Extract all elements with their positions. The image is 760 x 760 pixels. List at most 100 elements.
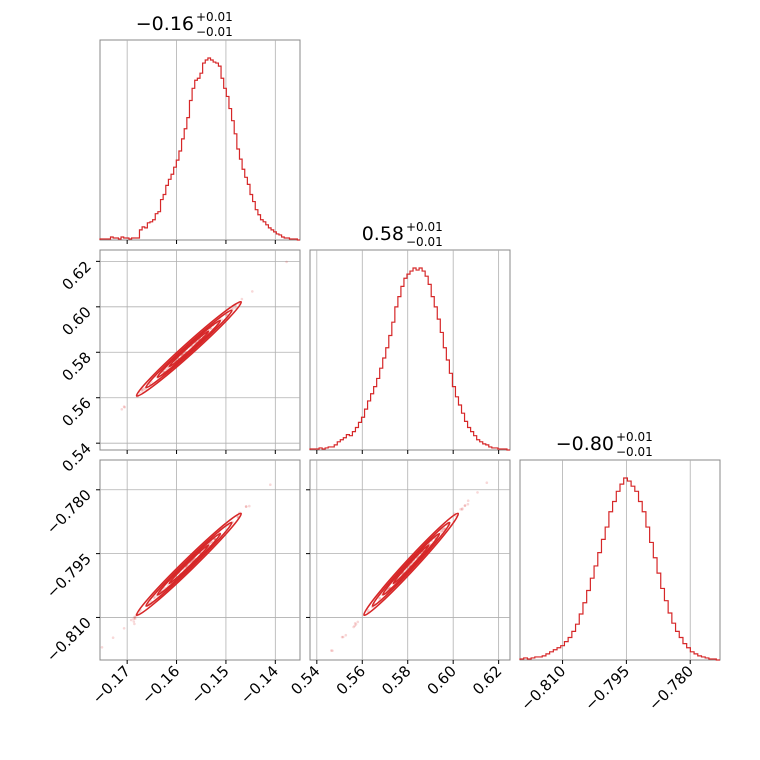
histogram-step-0: [99, 57, 300, 241]
sample-point: [344, 633, 348, 637]
sample-point: [220, 318, 224, 322]
sample-point: [285, 260, 288, 264]
contour-level-1: [371, 521, 451, 607]
sample-point: [352, 625, 355, 629]
tick-label-x-3: −0.14: [237, 662, 282, 707]
panel-title-value-2: −0.80: [556, 433, 614, 455]
sample-point: [133, 616, 137, 619]
sample-point: [123, 406, 126, 409]
sample-point: [100, 646, 104, 649]
panel-title-value-0: −0.16: [136, 13, 194, 35]
sample-point: [231, 307, 235, 310]
sample-point: [454, 514, 458, 518]
sample-point: [353, 622, 357, 625]
contour-level-0: [135, 512, 243, 617]
tick-label-y-3: 0.60: [58, 303, 94, 339]
sample-point: [466, 502, 470, 506]
tick-label-y-1: −0.795: [43, 550, 95, 602]
sample-point: [341, 635, 345, 639]
contour-level-2: [156, 319, 222, 379]
sample-point: [133, 615, 136, 619]
sample-point: [460, 508, 464, 511]
contour-level-3: [168, 544, 210, 585]
tick-label-x-0: −0.17: [89, 662, 134, 707]
tick-label-x-0: 0.54: [287, 662, 323, 698]
sample-point: [354, 623, 358, 626]
histogram-step-2: [519, 477, 720, 661]
panel-frame: [99, 249, 301, 451]
panel-title-value-1: 0.58: [362, 223, 404, 245]
sample-point: [331, 649, 334, 652]
sample-point: [240, 297, 244, 301]
contour-level-2: [156, 532, 222, 596]
sample-point: [142, 388, 145, 392]
panel-frame: [309, 249, 511, 451]
tick-label-x-2: 0.58: [378, 662, 414, 698]
panel-title-minus-0: −0.01: [196, 25, 233, 39]
sample-point: [461, 507, 464, 510]
sample-point: [439, 531, 442, 534]
tick-label-y-1: 0.56: [58, 394, 94, 430]
sample-point: [133, 622, 136, 626]
sample-point: [244, 505, 248, 508]
scatter-panel-1-0: 0.54 0.56 0.58 0.60 0.62: [58, 249, 301, 476]
hist-panel-1: [309, 249, 511, 454]
sample-point: [132, 620, 136, 623]
contour-level-2: [381, 532, 441, 596]
tick-label-x-2: −0.15: [188, 662, 233, 707]
sample-point: [234, 306, 237, 310]
sample-point: [356, 620, 360, 624]
tick-label-y-0: 0.54: [58, 439, 94, 475]
sample-point: [466, 499, 470, 503]
scatter-panel-2-0: −0.17 −0.16 −0.15 −0.14 −0.810 −0.795 −0.780: [43, 459, 301, 707]
sample-point: [236, 515, 239, 518]
hist-panel-2: −0.810 −0.795 −0.780: [517, 459, 721, 714]
sample-point: [153, 595, 157, 599]
sample-point: [485, 481, 489, 485]
tick-label-x-0: −0.810: [517, 662, 569, 714]
panel-title-plus-0: +0.01: [196, 10, 233, 24]
sample-point: [132, 617, 135, 621]
sample-point: [378, 597, 381, 600]
sample-point: [122, 627, 126, 630]
sample-point: [440, 529, 444, 533]
sample-point: [463, 504, 467, 508]
tick-label-x-1: −0.16: [138, 662, 183, 707]
sample-point: [225, 313, 228, 317]
tick-label-y-4: 0.62: [58, 257, 94, 293]
panel-frame: [99, 39, 301, 241]
sample-point: [120, 408, 124, 411]
sample-point: [459, 507, 462, 511]
panel-title-plus-1: +0.01: [406, 220, 443, 234]
scatter-panel-2-1: 0.54 0.56 0.58 0.60 0.62: [287, 459, 511, 698]
sample-point: [111, 636, 115, 639]
sample-point: [340, 635, 344, 639]
histogram-step-1: [309, 267, 510, 451]
sample-point: [442, 527, 446, 531]
sample-point: [463, 504, 467, 507]
panel-title-minus-1: −0.01: [406, 235, 443, 249]
sample-point: [236, 515, 240, 518]
tick-label-y-2: −0.780: [43, 486, 95, 538]
sample-point: [152, 596, 156, 600]
sample-point: [441, 529, 445, 532]
tick-label-x-2: −0.780: [645, 662, 697, 714]
sample-point: [129, 618, 133, 622]
sample-point: [443, 527, 447, 530]
tick-label-x-3: 0.60: [424, 662, 460, 698]
panel-frame: [519, 459, 721, 661]
panel-title-minus-2: −0.01: [616, 445, 653, 459]
hist-panel-0: [99, 39, 301, 244]
contour-level-1: [145, 521, 233, 607]
contour-level-0: [135, 300, 243, 397]
contour-level-3: [168, 330, 210, 368]
sample-point: [133, 617, 137, 620]
sample-point: [244, 505, 248, 508]
panel-frame: [99, 459, 301, 661]
sample-point: [143, 387, 146, 390]
contour-level-1: [145, 309, 233, 389]
sample-point: [141, 390, 144, 393]
tick-label-x-1: 0.56: [333, 662, 369, 698]
tick-label-y-2: 0.58: [58, 348, 94, 384]
sample-point: [269, 483, 272, 487]
